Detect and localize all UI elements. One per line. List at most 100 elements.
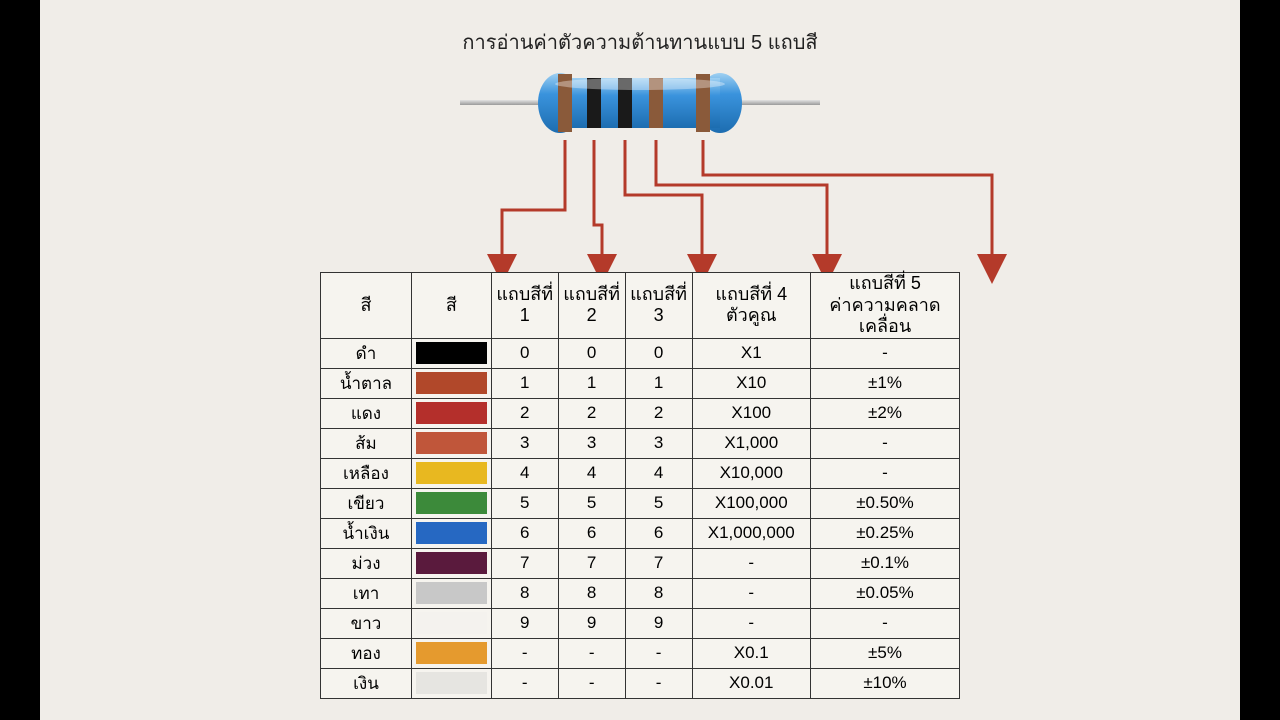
cell-b2: - (558, 638, 625, 668)
page-title: การอ่านค่าตัวความต้านทานแบบ 5 แถบสี (0, 26, 1280, 58)
color-swatch-cell (411, 368, 491, 398)
color-swatch-cell (411, 548, 491, 578)
cell-b1: - (491, 638, 558, 668)
cell-b2: 2 (558, 398, 625, 428)
cell-b3: 1 (625, 368, 692, 398)
cell-b3: 9 (625, 608, 692, 638)
color-swatch-cell (411, 458, 491, 488)
cell-mult: X0.01 (692, 668, 810, 698)
arrow-band-2 (594, 140, 602, 269)
cell-tol: - (810, 608, 959, 638)
cell-b3: 0 (625, 338, 692, 368)
column-header-4: แถบสีที่ 3 (625, 273, 692, 339)
cell-b1: - (491, 668, 558, 698)
cell-mult: - (692, 548, 810, 578)
color-swatch (416, 642, 487, 664)
color-name: ดำ (321, 338, 412, 368)
resistor-highlight (555, 78, 725, 90)
color-swatch (416, 492, 487, 514)
column-header-2: แถบสีที่ 1 (491, 273, 558, 339)
table-row: ดำ000X1- (321, 338, 960, 368)
table-row: น้ำตาล111X10±1% (321, 368, 960, 398)
cell-b1: 6 (491, 518, 558, 548)
color-swatch (416, 552, 487, 574)
cell-b3: 3 (625, 428, 692, 458)
table-row: เขียว555X100,000±0.50% (321, 488, 960, 518)
color-name: น้ำตาล (321, 368, 412, 398)
table-row: น้ำเงิน666X1,000,000±0.25% (321, 518, 960, 548)
color-name: ทอง (321, 638, 412, 668)
cell-b2: 0 (558, 338, 625, 368)
color-swatch-cell (411, 668, 491, 698)
cell-b1: 4 (491, 458, 558, 488)
table-header: สีสีแถบสีที่ 1แถบสีที่ 2แถบสีที่ 3แถบสีท… (321, 273, 960, 339)
column-header-0: สี (321, 273, 412, 339)
color-swatch-cell (411, 428, 491, 458)
color-swatch (416, 462, 487, 484)
cell-tol: ±1% (810, 368, 959, 398)
column-header-3: แถบสีที่ 2 (558, 273, 625, 339)
cell-b2: 7 (558, 548, 625, 578)
cell-b1: 0 (491, 338, 558, 368)
color-swatch (416, 432, 487, 454)
right-sidebar (1240, 0, 1280, 720)
color-name: ส้ม (321, 428, 412, 458)
cell-mult: X10 (692, 368, 810, 398)
cell-mult: - (692, 578, 810, 608)
cell-mult: X1 (692, 338, 810, 368)
color-swatch (416, 372, 487, 394)
cell-tol: ±10% (810, 668, 959, 698)
table-row: เงิน---X0.01±10% (321, 668, 960, 698)
color-swatch (416, 672, 487, 694)
cell-tol: - (810, 458, 959, 488)
cell-tol: ±0.25% (810, 518, 959, 548)
cell-b3: 2 (625, 398, 692, 428)
table-body: ดำ000X1-น้ำตาล111X10±1%แดง222X100±2%ส้ม3… (321, 338, 960, 698)
cell-tol: ±2% (810, 398, 959, 428)
cell-b1: 9 (491, 608, 558, 638)
cell-b3: - (625, 668, 692, 698)
table-row: แดง222X100±2% (321, 398, 960, 428)
arrow-band-5 (703, 140, 992, 269)
color-swatch-cell (411, 488, 491, 518)
cell-tol: ±0.50% (810, 488, 959, 518)
cell-tol: - (810, 338, 959, 368)
color-name: แดง (321, 398, 412, 428)
color-swatch-cell (411, 398, 491, 428)
cell-b2: 1 (558, 368, 625, 398)
color-swatch (416, 612, 487, 634)
resistor-illustration (460, 58, 820, 148)
table-row: เทา888-±0.05% (321, 578, 960, 608)
color-swatch-cell (411, 608, 491, 638)
cell-b2: - (558, 668, 625, 698)
cell-b3: 5 (625, 488, 692, 518)
color-swatch (416, 402, 487, 424)
cell-b3: 6 (625, 518, 692, 548)
color-swatch (416, 522, 487, 544)
color-name: ม่วง (321, 548, 412, 578)
table-row: ส้ม333X1,000- (321, 428, 960, 458)
cell-mult: X1,000,000 (692, 518, 810, 548)
cell-b2: 9 (558, 608, 625, 638)
cell-b1: 1 (491, 368, 558, 398)
color-swatch-cell (411, 338, 491, 368)
table-row: เหลือง444X10,000- (321, 458, 960, 488)
color-name: เทา (321, 578, 412, 608)
color-name: ขาว (321, 608, 412, 638)
cell-b3: 8 (625, 578, 692, 608)
cell-b2: 3 (558, 428, 625, 458)
color-name: น้ำเงิน (321, 518, 412, 548)
column-header-5: แถบสีที่ 4ตัวคูณ (692, 273, 810, 339)
color-swatch (416, 582, 487, 604)
cell-b3: 4 (625, 458, 692, 488)
cell-b3: 7 (625, 548, 692, 578)
cell-tol: ±5% (810, 638, 959, 668)
table-row: ขาว999-- (321, 608, 960, 638)
cell-mult: X1,000 (692, 428, 810, 458)
arrow-band-3 (625, 140, 702, 269)
color-swatch-cell (411, 518, 491, 548)
column-header-6: แถบสีที่ 5ค่าความคลาดเคลื่อน (810, 273, 959, 339)
cell-tol: ±0.1% (810, 548, 959, 578)
resistor-lead-right (730, 100, 820, 105)
table-row: ม่วง777-±0.1% (321, 548, 960, 578)
